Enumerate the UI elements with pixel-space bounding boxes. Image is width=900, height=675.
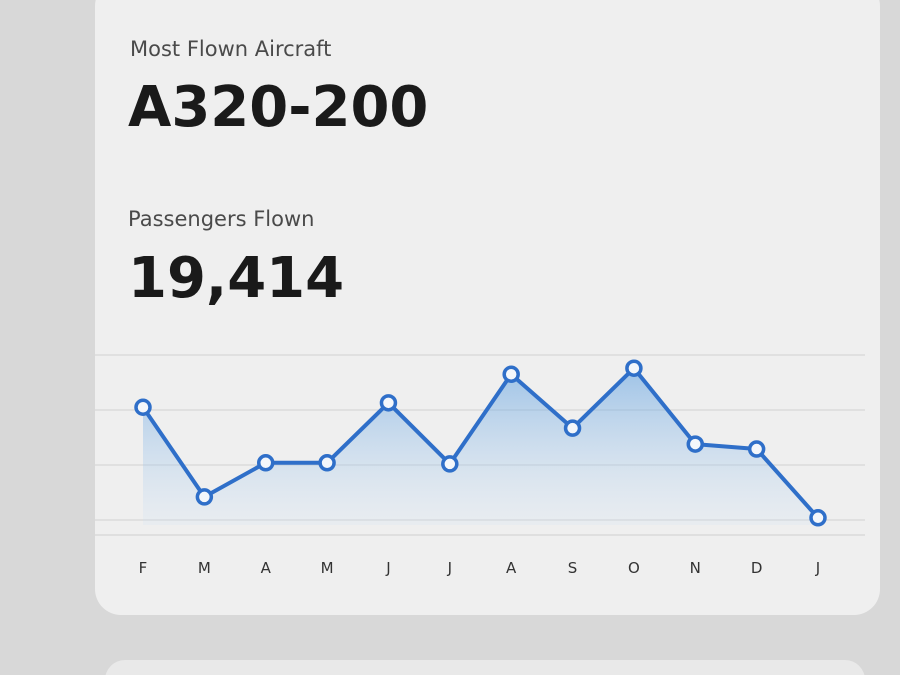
point	[747, 440, 766, 458]
point	[625, 359, 643, 377]
x-tick-label: S	[568, 559, 578, 577]
point	[195, 488, 214, 506]
point	[502, 365, 520, 383]
x-tick-label: M	[321, 559, 334, 577]
point	[563, 419, 582, 437]
x-tick-label: A	[506, 559, 517, 577]
point	[134, 398, 152, 416]
line	[141, 366, 820, 520]
x-tick-label: F	[139, 559, 148, 577]
header-label: Most Flown Aircraft	[130, 37, 331, 61]
next-card	[105, 660, 865, 675]
stat-value: 19,414	[128, 246, 344, 311]
point	[379, 394, 398, 412]
header-value: A320-200	[128, 75, 428, 140]
point	[809, 509, 827, 527]
x-tick-label: J	[815, 559, 820, 577]
x-tick-label: N	[690, 559, 701, 577]
x-tick-label: A	[261, 559, 272, 577]
point	[256, 454, 275, 472]
x-tick-label: J	[385, 559, 390, 577]
point	[686, 435, 705, 453]
x-tick-label: M	[198, 559, 211, 577]
point	[318, 454, 336, 472]
stat-label: Passengers Flown	[128, 207, 314, 231]
x-tick-label: J	[447, 559, 452, 577]
area	[143, 368, 818, 525]
x-tick-label: O	[628, 559, 640, 577]
x-tick-label: D	[751, 559, 763, 577]
point	[441, 455, 459, 473]
